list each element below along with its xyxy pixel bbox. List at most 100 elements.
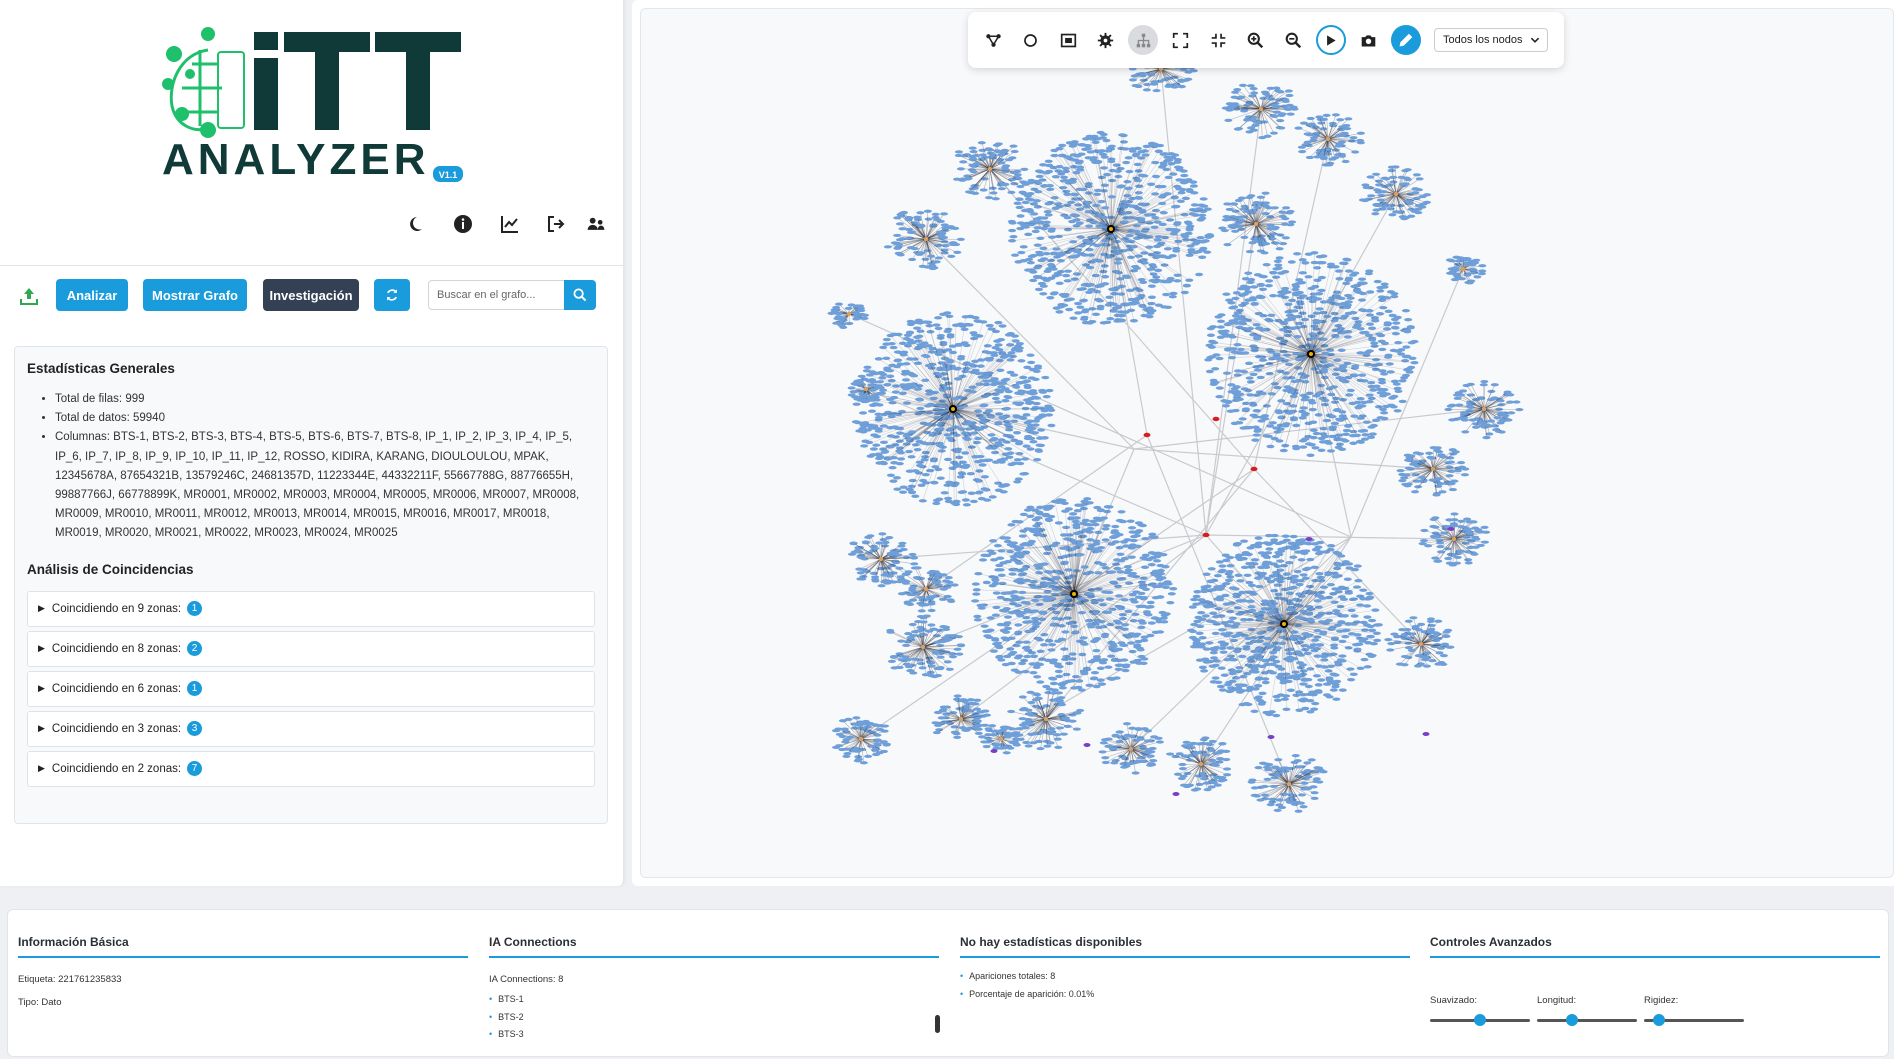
graph-node (1331, 575, 1340, 579)
graph-node (1418, 541, 1427, 546)
graph-node (1137, 294, 1146, 298)
graph-node (1108, 570, 1117, 574)
graph-node (1250, 793, 1259, 797)
network-graph[interactable] (641, 9, 1894, 878)
graph-node (1365, 313, 1374, 317)
graph-node (1119, 249, 1128, 253)
graph-node (1356, 131, 1365, 135)
graph-node (1450, 524, 1459, 528)
graph-node (1344, 591, 1353, 595)
upload-icon[interactable] (16, 283, 42, 309)
graph-node (1329, 688, 1338, 692)
graph-node (1141, 553, 1150, 558)
graph-node (980, 487, 989, 491)
graph-node (988, 584, 997, 588)
graph-node (859, 411, 868, 415)
graph-node (1285, 561, 1294, 565)
graph-node (1341, 432, 1350, 436)
graph-node (918, 666, 927, 670)
graph-node (1462, 383, 1471, 388)
total-filas: Total de filas: 999 (55, 390, 595, 409)
graph-node (1254, 311, 1263, 316)
graph-node (1275, 256, 1284, 260)
investigacion-button[interactable]: Investigación (263, 279, 359, 311)
graph-node (1307, 122, 1316, 126)
refresh-button[interactable] (374, 279, 410, 311)
graph-node (1060, 533, 1069, 537)
graph-node (1023, 508, 1032, 512)
moon-icon[interactable] (402, 211, 428, 237)
graph-node (1012, 385, 1021, 389)
coincidencia-item[interactable]: ▶ Coincidiendo en 8 zonas: 2 (27, 630, 595, 667)
analizar-button[interactable]: Analizar (56, 279, 128, 311)
graph-node (1270, 436, 1279, 441)
graph-node (1105, 744, 1114, 748)
graph-node (929, 627, 938, 631)
graph-node (1470, 552, 1479, 556)
search-button[interactable] (564, 280, 596, 310)
graph-node (1480, 540, 1489, 544)
graph-node (1236, 392, 1245, 397)
coincidencia-item[interactable]: ▶ Coincidiendo en 3 zonas: 3 (27, 710, 595, 747)
graph-node (936, 643, 945, 648)
graph-node (1231, 90, 1240, 94)
graph-node (1127, 297, 1136, 302)
graph-node (1062, 525, 1071, 530)
graph-search-input[interactable] (428, 280, 564, 310)
graph-node (1132, 266, 1141, 270)
graph-node (1258, 135, 1267, 140)
graph-node (1422, 664, 1431, 668)
graph-node (1435, 450, 1444, 454)
graph-node (1478, 264, 1487, 268)
graph-node (1027, 360, 1036, 365)
graph-node (1434, 477, 1443, 481)
sign-out-icon[interactable] (543, 211, 569, 237)
graph-node (1359, 588, 1368, 592)
graph-node (1319, 155, 1328, 159)
graph-node (1269, 293, 1278, 298)
graph-canvas[interactable] (640, 8, 1894, 878)
coincidencia-item[interactable]: ▶ Coincidiendo en 2 zonas: 7 (27, 750, 595, 787)
graph-node (1389, 180, 1398, 184)
graph-node (1404, 317, 1413, 322)
graph-node (1076, 552, 1085, 557)
graph-node (1447, 259, 1456, 263)
graph-node (1246, 685, 1255, 690)
graph-node (1122, 722, 1131, 726)
graph-node (934, 352, 943, 356)
coincidencia-item[interactable]: ▶ Coincidiendo en 6 zonas: 1 (27, 670, 595, 707)
graph-node (1152, 275, 1161, 279)
users-icon[interactable] (583, 211, 609, 237)
graph-node (906, 635, 915, 640)
graph-node (1000, 378, 1009, 383)
coincidencia-item[interactable]: ▶ Coincidiendo en 9 zonas: 1 (27, 590, 595, 627)
graph-node (1124, 239, 1133, 243)
graph-node (1234, 686, 1243, 690)
graph-node (1281, 443, 1290, 448)
info-icon[interactable] (450, 211, 476, 237)
graph-node (1047, 276, 1056, 280)
graph-node (1334, 323, 1343, 328)
count-badge: 2 (187, 641, 203, 657)
graph-node (1299, 699, 1308, 703)
graph-node (864, 535, 873, 539)
graph-node (1000, 636, 1009, 640)
graph-node (1048, 642, 1057, 647)
mostrar-grafo-button[interactable]: Mostrar Grafo (143, 279, 247, 311)
graph-node (1118, 519, 1127, 523)
graph-node (1368, 326, 1377, 330)
graph-node (1160, 582, 1169, 586)
graph-node (1082, 202, 1091, 206)
graph-node (1362, 353, 1371, 357)
graph-node (1331, 421, 1340, 426)
graph-node (1132, 224, 1141, 228)
graph-node (1344, 330, 1353, 334)
graph-node (982, 580, 991, 585)
graph-node (1190, 203, 1199, 207)
graph-node (1356, 141, 1365, 145)
graph-node (1063, 227, 1072, 232)
chart-line-icon[interactable] (497, 211, 523, 237)
graph-node (1366, 175, 1375, 179)
graph-node (901, 572, 910, 576)
graph-node (1010, 590, 1019, 594)
